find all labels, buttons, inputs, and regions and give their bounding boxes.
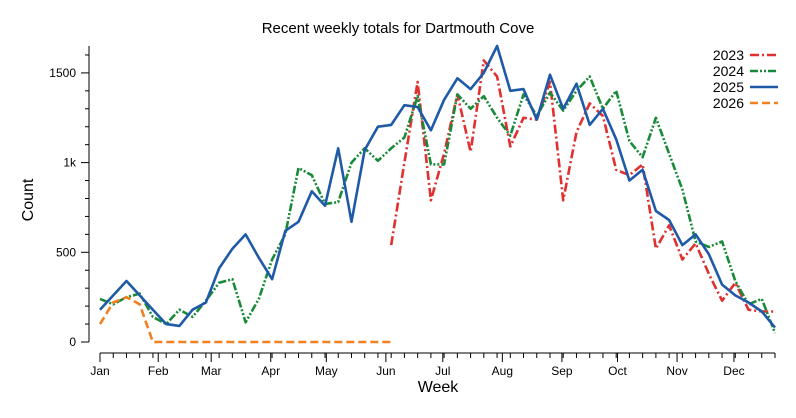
x-tick-label: Oct	[608, 364, 627, 378]
x-tick-label: Aug	[492, 364, 513, 378]
y-tick-label: 500	[56, 245, 76, 259]
chart-title: Recent weekly totals for Dartmouth Cove	[262, 20, 535, 37]
x-axis-ticks: Jan Feb Mar Apr May Jun Jul Aug Sep Oct Nov Dec	[90, 353, 776, 378]
legend-label-2023: 2023	[713, 47, 744, 63]
x-axis-label: Week	[418, 379, 460, 396]
x-tick-label: Dec	[723, 364, 744, 378]
x-tick-label: Nov	[666, 364, 687, 378]
legend-label-2025: 2025	[713, 79, 744, 95]
series-line-2025	[99, 44, 777, 329]
series-line-2023	[389, 59, 775, 313]
series-layer	[98, 44, 777, 344]
legend-label-2026: 2026	[713, 95, 744, 111]
y-axis-label: Count	[20, 178, 37, 221]
y-tick-label: 1k	[63, 156, 77, 170]
x-tick-label: Sep	[551, 364, 573, 378]
x-tick-label: Jun	[376, 364, 395, 378]
y-axis-ticks: 0 500 1k 1500	[49, 54, 89, 349]
legend-label-2024: 2024	[713, 63, 744, 79]
x-tick-label: Mar	[201, 364, 222, 378]
series-line-2024	[99, 75, 777, 334]
x-tick-label: May	[315, 364, 338, 378]
x-tick-label: Jan	[90, 364, 109, 378]
y-tick-label: 0	[69, 335, 76, 349]
y-tick-label: 1500	[49, 66, 76, 80]
x-tick-label: Apr	[261, 364, 280, 378]
series-line-2026	[98, 295, 392, 344]
x-tick-label: Feb	[148, 364, 169, 378]
x-tick-label: Jul	[435, 364, 450, 378]
